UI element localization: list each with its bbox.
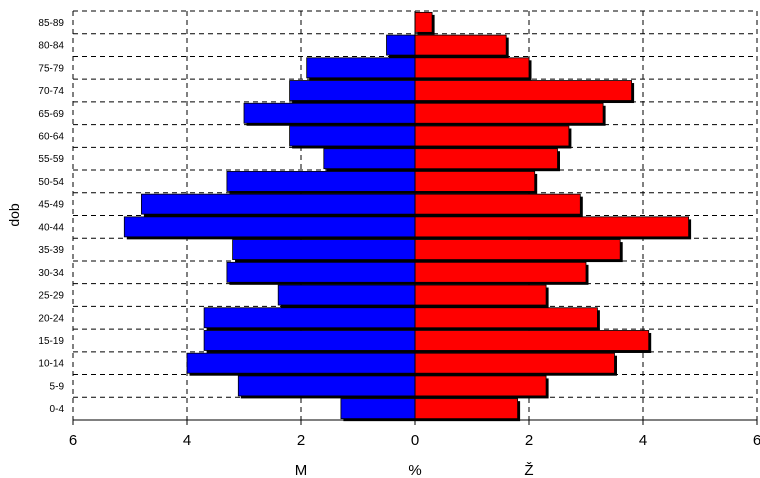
y-tick-label: 70-74	[38, 86, 64, 97]
bar-female-35-39	[414, 239, 621, 260]
bars	[123, 11, 692, 422]
x-tick-label: 0	[411, 432, 419, 449]
bar-male-5-9	[237, 375, 416, 397]
bar-male-0-4	[340, 398, 416, 420]
bar-female-75-79	[414, 57, 530, 79]
y-tick-label: 75-79	[38, 63, 64, 74]
bar-female-65-69	[414, 102, 604, 124]
bar-female-15-19	[414, 330, 650, 351]
bar-male-25-29	[277, 284, 416, 306]
x-tick-label: 4	[183, 432, 191, 449]
bar-male-20-24	[203, 307, 416, 329]
x-axis-label-unit: %	[408, 462, 421, 478]
bar-male-60-64	[289, 125, 416, 147]
y-tick-label: 45-49	[38, 200, 64, 211]
bar-female-80-84	[414, 34, 507, 56]
bar-male-35-39	[232, 239, 416, 260]
bar-male-40-44	[123, 216, 416, 238]
x-axis-label-female: Ž	[524, 462, 533, 478]
bar-female-55-59	[414, 148, 558, 170]
y-axis-label: dob	[6, 203, 22, 227]
bar-male-50-54	[226, 171, 416, 192]
y-tick-label: 15-19	[38, 336, 64, 347]
bar-male-55-59	[323, 148, 416, 170]
x-tick-label: 6	[753, 432, 760, 449]
x-tick-label: 6	[69, 432, 77, 449]
bar-female-30-34	[414, 261, 587, 283]
y-tick-label: 20-24	[38, 313, 64, 324]
y-tick-label: 55-59	[38, 154, 64, 165]
y-tick-label: 30-34	[38, 268, 64, 279]
y-tick-label: 0-4	[50, 404, 65, 415]
x-tick-label: 2	[525, 432, 533, 449]
axes: 0-4 5-9 10-14 15-19 20-24 25-29 30-34 35-39 40-4…	[38, 11, 760, 449]
bar-female-25-29	[414, 284, 547, 306]
bar-female-60-64	[414, 125, 570, 147]
bar-female-10-14	[414, 352, 615, 374]
labels: dob M % Ž	[6, 203, 534, 478]
x-axis-label-male: M	[295, 462, 308, 478]
bar-female-45-49	[414, 193, 581, 215]
y-tick-label: 60-64	[38, 131, 64, 142]
bar-male-10-14	[186, 352, 416, 374]
bar-male-70-74	[289, 80, 416, 101]
y-tick-label: 25-29	[38, 291, 64, 302]
y-tick-label: 40-44	[38, 222, 64, 233]
y-tick-label: 80-84	[38, 41, 64, 52]
y-tick-label: 10-14	[38, 359, 64, 370]
bar-female-50-54	[414, 171, 536, 192]
bar-female-0-4	[414, 398, 518, 420]
y-tick-label: 5-9	[50, 381, 65, 392]
x-tick-label: 2	[297, 432, 305, 449]
bar-female-5-9	[414, 375, 547, 397]
y-tick-label: 50-54	[38, 177, 64, 188]
bar-male-45-49	[140, 193, 416, 215]
bar-female-40-44	[414, 216, 690, 238]
bar-male-65-69	[243, 102, 416, 124]
bar-male-75-79	[306, 57, 416, 79]
bar-female-20-24	[414, 307, 598, 329]
bar-male-15-19	[203, 330, 416, 351]
y-tick-label: 65-69	[38, 109, 64, 120]
bar-female-85-89	[414, 11, 433, 33]
bar-male-30-34	[226, 261, 416, 283]
y-tick-label: 35-39	[38, 245, 64, 256]
bar-male-80-84	[386, 34, 416, 56]
x-tick-label: 4	[639, 432, 647, 449]
bar-female-70-74	[414, 80, 633, 101]
y-tick-label: 85-89	[38, 18, 64, 29]
